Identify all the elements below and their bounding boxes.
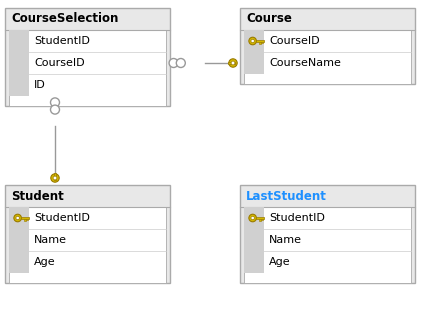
Bar bbox=[9, 251, 29, 273]
Circle shape bbox=[249, 37, 257, 45]
Text: Course: Course bbox=[246, 13, 292, 25]
Circle shape bbox=[14, 214, 22, 222]
Text: CourseName: CourseName bbox=[269, 58, 341, 68]
Bar bbox=[244, 251, 264, 273]
Circle shape bbox=[176, 58, 185, 68]
Bar bbox=[26, 219, 28, 220]
Bar bbox=[22, 217, 29, 219]
Bar bbox=[24, 219, 26, 221]
Circle shape bbox=[251, 216, 254, 220]
Bar bbox=[244, 229, 264, 251]
Circle shape bbox=[53, 176, 57, 180]
Text: Age: Age bbox=[34, 257, 56, 267]
Circle shape bbox=[231, 61, 235, 65]
Bar bbox=[261, 42, 263, 43]
Text: CourseSelection: CourseSelection bbox=[11, 13, 119, 25]
Bar bbox=[5, 185, 170, 283]
Circle shape bbox=[229, 59, 237, 67]
Bar bbox=[9, 30, 29, 52]
Bar bbox=[259, 42, 261, 44]
Text: CourseID: CourseID bbox=[269, 36, 319, 46]
Text: ID: ID bbox=[34, 80, 46, 90]
Circle shape bbox=[51, 98, 60, 107]
Circle shape bbox=[16, 216, 19, 220]
Bar bbox=[54, 173, 56, 180]
Bar bbox=[244, 30, 264, 52]
Text: StudentID: StudentID bbox=[34, 36, 90, 46]
Text: Name: Name bbox=[269, 235, 302, 245]
Bar bbox=[259, 219, 261, 221]
Text: CourseID: CourseID bbox=[34, 58, 85, 68]
Bar bbox=[261, 219, 263, 220]
Bar bbox=[5, 8, 170, 106]
Text: StudentID: StudentID bbox=[34, 213, 90, 223]
Bar bbox=[9, 30, 166, 106]
Text: StudentID: StudentID bbox=[269, 213, 325, 223]
Circle shape bbox=[249, 214, 257, 222]
Bar bbox=[9, 207, 29, 229]
Bar bbox=[9, 229, 29, 251]
Text: Student: Student bbox=[11, 189, 64, 203]
Bar bbox=[9, 207, 166, 283]
Circle shape bbox=[251, 39, 254, 43]
Bar bbox=[257, 40, 264, 42]
Circle shape bbox=[51, 105, 60, 114]
Bar bbox=[257, 217, 264, 219]
Text: Age: Age bbox=[269, 257, 291, 267]
Bar bbox=[244, 207, 264, 229]
Bar bbox=[244, 207, 411, 283]
Circle shape bbox=[169, 58, 178, 68]
Bar bbox=[244, 30, 411, 84]
Bar bbox=[9, 74, 29, 96]
Bar bbox=[244, 52, 264, 74]
Circle shape bbox=[51, 174, 59, 182]
Text: Name: Name bbox=[34, 235, 67, 245]
Bar bbox=[240, 8, 415, 84]
Bar bbox=[228, 62, 235, 64]
Text: LastStudent: LastStudent bbox=[246, 189, 327, 203]
Bar bbox=[240, 185, 415, 283]
Bar bbox=[9, 52, 29, 74]
